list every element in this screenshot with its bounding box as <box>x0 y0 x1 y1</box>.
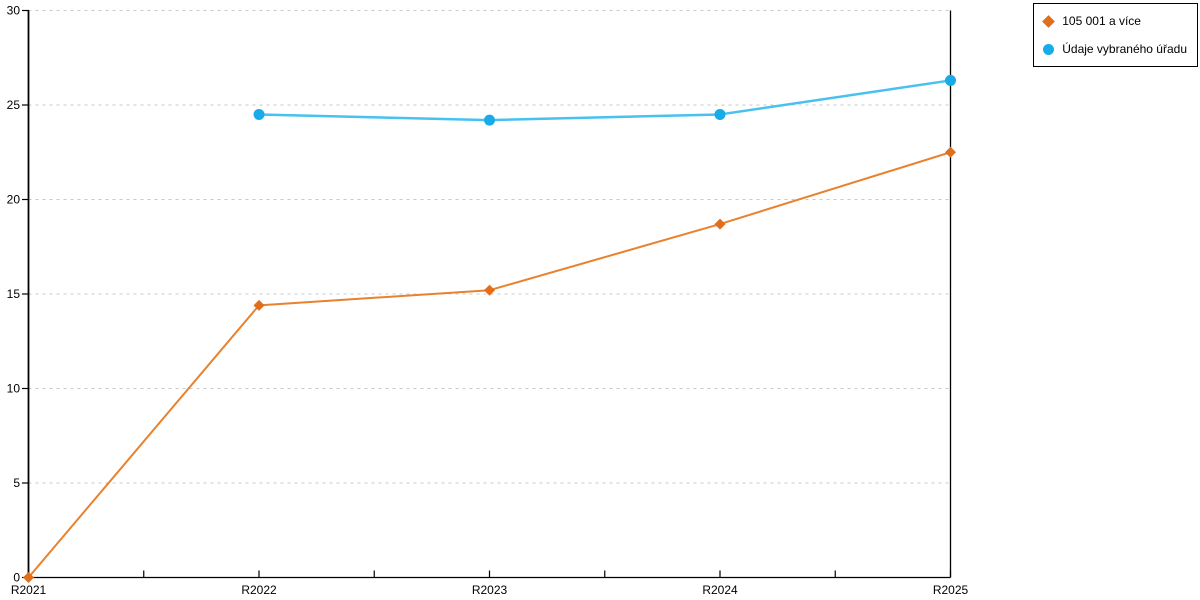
data-point-series-0[interactable] <box>714 218 726 230</box>
data-point-series-0[interactable] <box>484 284 495 296</box>
y-axis-tick-label: 10 <box>7 382 21 396</box>
data-point-series-0[interactable] <box>23 572 34 583</box>
y-axis-tick-label: 25 <box>7 98 21 112</box>
diamond-marker-icon <box>1042 14 1056 28</box>
legend-item-105-001-a-vice[interactable]: 105 001 a více <box>1042 11 1187 31</box>
series-line-1 <box>257 79 952 122</box>
legend-item-udaje-vybraneho-uradu[interactable]: Údaje vybraného úřadu <box>1043 39 1187 59</box>
x-axis-tick-label: R2021 <box>11 583 47 597</box>
y-axis-tick-label: 30 <box>7 4 21 18</box>
data-point-series-1[interactable] <box>945 74 956 86</box>
x-axis-tick-label: R2025 <box>933 583 969 597</box>
y-axis-tick-label: 0 <box>13 571 20 585</box>
data-point-series-0[interactable] <box>945 146 956 158</box>
legend-label: Údaje vybraného úřadu <box>1062 42 1187 56</box>
x-axis-tick-label: R2024 <box>702 583 738 597</box>
series-line-0 <box>27 151 952 579</box>
data-point-series-0[interactable] <box>253 299 265 311</box>
x-axis-tick-label: R2022 <box>241 583 277 597</box>
circle-marker-icon <box>1043 43 1055 55</box>
data-point-series-1[interactable] <box>253 108 265 120</box>
x-axis-tick-label: R2023 <box>472 583 508 597</box>
legend: 105 001 a více Údaje vybraného úřadu <box>1033 3 1198 67</box>
y-axis-tick-label: 5 <box>13 476 20 490</box>
y-axis-tick-label: 20 <box>7 193 21 207</box>
legend-label: 105 001 a více <box>1062 14 1141 28</box>
data-point-series-1[interactable] <box>714 108 726 120</box>
y-axis-tick-label: 15 <box>7 287 21 301</box>
data-point-series-1[interactable] <box>484 114 495 126</box>
